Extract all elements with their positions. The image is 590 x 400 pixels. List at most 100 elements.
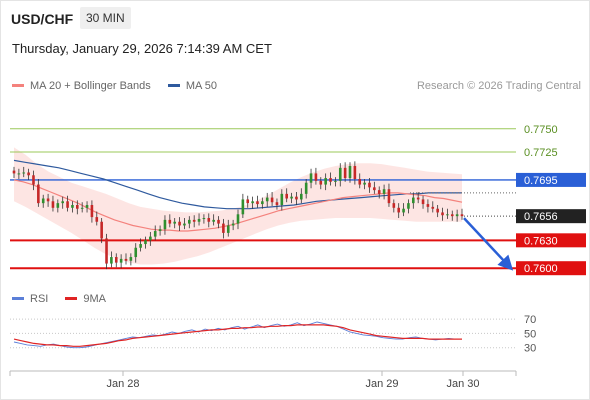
- indicator-legend: RSI 9MA: [12, 293, 120, 305]
- candle-body: [17, 173, 21, 175]
- candle-body: [183, 223, 186, 226]
- copyright: Research © 2026 Trading Central: [416, 80, 581, 92]
- level-label-0.7630: 0.7630: [524, 235, 558, 247]
- candle-body: [319, 180, 323, 185]
- rsi-series-9ma: [13, 324, 462, 347]
- candle-body: [207, 218, 211, 222]
- candle-body: [139, 244, 142, 248]
- candle-body: [178, 221, 181, 226]
- candle-body: [246, 199, 250, 204]
- price-legend: MA 20 + Bollinger Bands MA 50: [12, 80, 231, 92]
- candle-body: [22, 172, 26, 174]
- rsi-legend-label: RSI: [30, 293, 49, 305]
- candle-body: [202, 218, 206, 220]
- symbol-title: USD/CHF: [11, 11, 74, 27]
- level-box-0.7695: [516, 172, 586, 187]
- rsi-tick-50: 50: [524, 328, 536, 340]
- candle-body: [153, 231, 157, 237]
- ma20-legend-label: MA 20 + Bollinger Bands: [30, 80, 151, 92]
- candle-body: [241, 199, 245, 215]
- x-tick-label: Jan 30: [446, 378, 479, 390]
- candle-body: [270, 197, 274, 203]
- rsi-tick-30: 30: [524, 343, 536, 355]
- chart-header: USD/CHF 30 MIN: [0, 0, 590, 36]
- candle-body: [173, 221, 176, 224]
- candle-body: [416, 197, 420, 200]
- level-label-0.7600: 0.7600: [524, 263, 558, 275]
- candle-body: [168, 219, 172, 224]
- candle-body: [431, 206, 435, 209]
- candle-body: [309, 173, 313, 183]
- candle-body: [56, 203, 60, 208]
- candle-body: [110, 257, 113, 264]
- candle-body: [32, 175, 35, 185]
- candle-body: [455, 214, 459, 217]
- candle-body: [402, 208, 405, 213]
- interval-selector[interactable]: 30 MIN: [80, 7, 131, 29]
- candle-body: [188, 219, 191, 224]
- candle-body: [338, 167, 342, 181]
- candle-body: [261, 201, 264, 205]
- candle-body: [446, 214, 449, 216]
- candle-body: [363, 182, 366, 185]
- candle-body: [460, 214, 464, 217]
- level-box-0.7630: [516, 233, 586, 248]
- candle-body: [387, 189, 391, 204]
- candle-body: [256, 201, 259, 205]
- candle-body: [149, 236, 152, 241]
- candle-body: [324, 178, 327, 185]
- rsi-tick-70: 70: [524, 314, 536, 326]
- candle-body: [119, 258, 123, 263]
- candle-body: [105, 238, 108, 264]
- candle-body: [343, 167, 347, 179]
- candle-body: [412, 197, 415, 204]
- ma50-legend-label: MA 50: [185, 80, 218, 92]
- candle-body: [192, 219, 196, 222]
- candle-body: [144, 240, 147, 245]
- candle-body: [85, 205, 89, 208]
- candle-body: [382, 189, 386, 194]
- candle-body: [353, 165, 357, 179]
- level-label-0.7750: 0.7750: [524, 124, 558, 136]
- candle-body: [114, 257, 118, 263]
- candle-body: [71, 205, 74, 208]
- candle-body: [80, 207, 84, 209]
- candle-body: [265, 197, 269, 202]
- level-box-0.7600: [516, 261, 586, 276]
- rsi-ma-legend-swatch: [65, 296, 78, 300]
- candle-body: [290, 196, 293, 199]
- rsi-ma-legend-label: 9MA: [83, 293, 107, 305]
- candle-body: [129, 257, 133, 261]
- candle-body: [392, 203, 396, 208]
- candle-body: [300, 193, 303, 200]
- candle-body: [236, 214, 240, 224]
- candle-body: [441, 212, 444, 216]
- candle-body: [95, 217, 99, 222]
- candle-body: [197, 218, 201, 222]
- level-label-0.7695: 0.7695: [524, 175, 558, 187]
- candle-body: [329, 178, 332, 182]
- candle-body: [212, 219, 215, 222]
- level-label-0.7725: 0.7725: [524, 147, 558, 159]
- candle-body: [373, 187, 376, 191]
- forecast-arrow: [463, 217, 514, 271]
- candle-body: [134, 247, 138, 258]
- candle-body: [226, 225, 230, 233]
- candles: [12, 161, 464, 270]
- last-price-box: [516, 209, 586, 224]
- candle-body: [41, 198, 45, 204]
- candle-body: [158, 229, 162, 232]
- candle-body: [334, 180, 337, 182]
- candle-body: [314, 173, 318, 181]
- candle-body: [27, 172, 30, 176]
- candle-body: [217, 219, 220, 224]
- candle-body: [124, 258, 128, 261]
- candle-body: [100, 221, 103, 239]
- candle-body: [12, 170, 16, 174]
- x-tick-label: Jan 29: [365, 378, 398, 390]
- candle-body: [285, 193, 288, 199]
- candle-body: [46, 198, 50, 202]
- ma50-legend-swatch: [167, 83, 180, 87]
- candle-body: [377, 190, 381, 194]
